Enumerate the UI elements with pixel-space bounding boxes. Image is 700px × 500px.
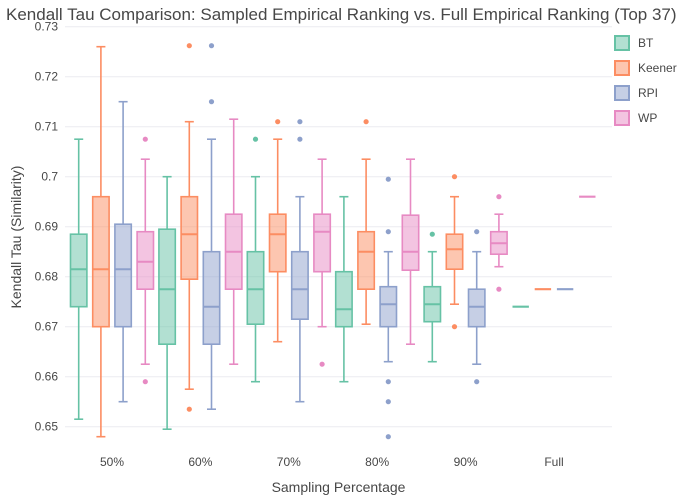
- box-rpi-70[interactable]: [290, 119, 309, 403]
- box-wp-80[interactable]: [401, 158, 420, 346]
- y-tick-label: 0.68: [35, 270, 59, 284]
- outlier-bt-70-0[interactable]: [252, 136, 259, 142]
- legend: BT Keener RPI WP: [614, 30, 677, 130]
- box-wp-60[interactable]: [224, 118, 243, 366]
- legend-label-keener: Keener: [638, 60, 677, 75]
- x-axis-title: Sampling Percentage: [271, 479, 406, 495]
- outlier-bt-90-0[interactable]: [429, 231, 435, 237]
- outlier-rpi-60-0[interactable]: [208, 43, 215, 49]
- iqr-box: [334, 270, 353, 328]
- iqr-box: [467, 288, 486, 328]
- iqr-box: [313, 213, 332, 273]
- x-tick-label: 50%: [100, 455, 124, 469]
- y-tick-label: 0.72: [35, 70, 59, 84]
- box-wp-50[interactable]: [136, 136, 155, 385]
- outlier-rpi-90-0[interactable]: [474, 229, 480, 235]
- outlier-wp-70-0[interactable]: [319, 361, 325, 367]
- box-bt-80[interactable]: [334, 195, 353, 383]
- chart-title: Kendall Tau Comparison: Sampled Empirica…: [6, 5, 677, 24]
- outlier-wp-90-0[interactable]: [496, 194, 502, 200]
- outlier-keener-90-1[interactable]: [451, 324, 458, 330]
- outlier-rpi-90-1[interactable]: [474, 379, 480, 385]
- box-keener-70[interactable]: [268, 119, 287, 343]
- legend-swatch-rpi: [614, 84, 630, 101]
- outlier-keener-60-0[interactable]: [186, 43, 192, 49]
- box-keener-90[interactable]: [445, 174, 464, 330]
- outlier-keener-90-0[interactable]: [451, 174, 458, 180]
- box-wp-70[interactable]: [313, 158, 332, 367]
- legend-item-bt[interactable]: BT: [614, 30, 677, 55]
- iqr-box: [401, 214, 420, 271]
- legend-item-wp[interactable]: WP: [614, 105, 677, 130]
- iqr-box: [290, 250, 309, 320]
- box-bt-70[interactable]: [246, 136, 265, 383]
- outlier-wp-50-0[interactable]: [142, 136, 148, 142]
- box-wp-90[interactable]: [489, 194, 508, 292]
- y-tick-label: 0.65: [35, 420, 59, 434]
- outlier-keener-70-0[interactable]: [275, 119, 281, 125]
- legend-swatch-wp: [614, 109, 630, 126]
- outlier-wp-90-1[interactable]: [496, 286, 502, 292]
- outlier-keener-60-1[interactable]: [186, 406, 192, 412]
- outlier-rpi-70-1[interactable]: [297, 136, 303, 142]
- box-rpi-50[interactable]: [114, 100, 133, 403]
- outlier-keener-80-0[interactable]: [363, 119, 369, 125]
- outlier-rpi-80-1[interactable]: [385, 229, 391, 235]
- outlier-rpi-80-3[interactable]: [385, 399, 391, 405]
- iqr-box: [445, 233, 464, 270]
- x-tick-label: 60%: [188, 455, 212, 469]
- box-bt-50[interactable]: [69, 138, 88, 421]
- outlier-rpi-80-4[interactable]: [385, 434, 391, 440]
- iqr-box: [91, 195, 110, 328]
- outlier-rpi-80-0[interactable]: [385, 176, 391, 182]
- box-bt-60[interactable]: [158, 175, 177, 431]
- legend-label-wp: WP: [638, 110, 658, 125]
- iqr-box: [202, 250, 221, 345]
- box-keener-50[interactable]: [91, 45, 110, 438]
- iqr-box: [268, 213, 287, 273]
- x-tick-label: 90%: [454, 455, 478, 469]
- y-tick-label: 0.7: [41, 170, 58, 184]
- iqr-box: [69, 233, 88, 308]
- box-keener-60[interactable]: [180, 43, 199, 412]
- iqr-box: [246, 250, 265, 325]
- legend-swatch-keener: [614, 59, 630, 76]
- y-tick-label: 0.66: [35, 370, 59, 384]
- x-tick-label: 80%: [365, 455, 389, 469]
- legend-label-rpi: RPI: [638, 85, 659, 100]
- iqr-box: [180, 195, 199, 280]
- outlier-rpi-70-0[interactable]: [297, 119, 303, 125]
- outlier-wp-50-1[interactable]: [142, 379, 148, 385]
- outlier-rpi-60-1[interactable]: [208, 99, 215, 105]
- box-keener-80[interactable]: [357, 119, 376, 326]
- y-tick-label: 0.71: [35, 120, 59, 134]
- y-tick-label: 0.69: [35, 220, 59, 234]
- legend-label-bt: BT: [638, 35, 654, 50]
- iqr-box: [158, 228, 177, 345]
- legend-item-keener[interactable]: Keener: [614, 55, 677, 80]
- y-tick-label: 0.73: [35, 20, 59, 34]
- legend-swatch-bt: [614, 34, 630, 51]
- x-tick-label: 70%: [277, 455, 301, 469]
- iqr-box: [357, 230, 376, 290]
- x-tick-label: Full: [544, 455, 563, 469]
- iqr-box: [114, 223, 133, 328]
- box-rpi-80[interactable]: [379, 176, 398, 440]
- y-tick-label: 0.67: [35, 320, 59, 334]
- outlier-rpi-80-2[interactable]: [385, 379, 391, 385]
- legend-item-rpi[interactable]: RPI: [614, 80, 677, 105]
- iqr-box: [379, 285, 398, 328]
- iqr-box: [136, 230, 155, 290]
- box-rpi-90[interactable]: [467, 229, 486, 385]
- box-bt-90[interactable]: [423, 231, 442, 363]
- box-rpi-60[interactable]: [202, 43, 221, 411]
- y-axis-title: Kendall Tau (Similarity): [8, 165, 24, 309]
